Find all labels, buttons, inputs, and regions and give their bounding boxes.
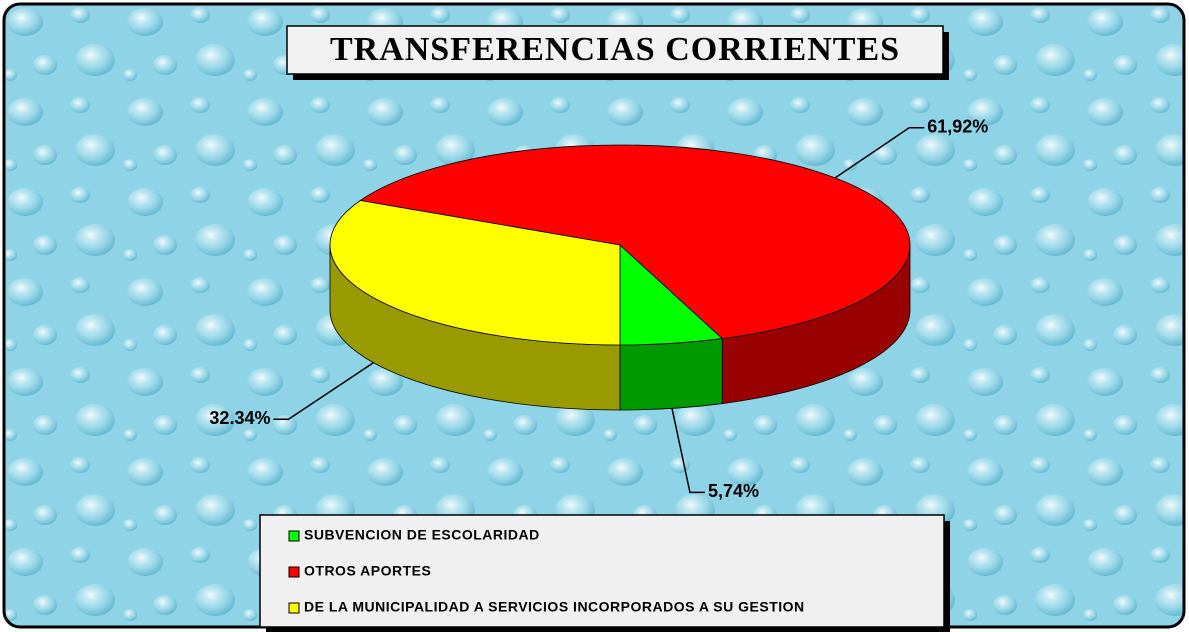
legend-label: DE LA MUNICIPALIDAD A SERVICIOS INCORPOR… [304, 599, 805, 615]
slice [329, 200, 621, 346]
leader-line [834, 126, 925, 179]
legend-swatch [288, 530, 300, 542]
chart-title: TRANSFERENCIAS CORRIENTES [330, 31, 900, 68]
title-box [286, 25, 944, 75]
data-label: 32.34% [209, 408, 270, 428]
slice-side [619, 338, 723, 411]
slice [359, 144, 911, 339]
legend-swatch [288, 602, 300, 614]
legend-label: SUBVENCION DE ESCOLARIDAD [304, 527, 540, 543]
leader-line [671, 408, 705, 494]
legend-label: OTROS APORTES [304, 563, 431, 579]
data-label: 61,92% [927, 116, 988, 136]
data-label: 5,74% [708, 481, 759, 501]
legend-box [259, 514, 945, 628]
legend-swatch [288, 566, 300, 578]
leader-line [273, 362, 374, 421]
